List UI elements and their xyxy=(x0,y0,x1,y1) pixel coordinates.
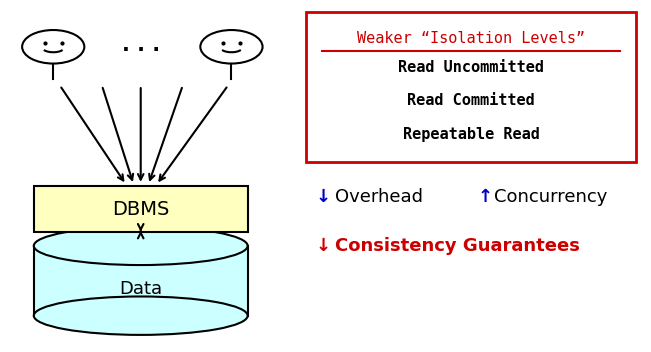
Text: Concurrency: Concurrency xyxy=(494,188,607,206)
Text: Overhead: Overhead xyxy=(335,188,423,206)
Bar xyxy=(306,12,637,162)
Text: ↓: ↓ xyxy=(316,237,331,255)
Ellipse shape xyxy=(34,227,247,265)
Text: DBMS: DBMS xyxy=(112,200,169,219)
Ellipse shape xyxy=(34,296,247,335)
Text: Read Committed: Read Committed xyxy=(408,93,535,108)
Bar xyxy=(34,187,247,232)
Text: Read Uncommitted: Read Uncommitted xyxy=(398,60,544,75)
Text: ↓: ↓ xyxy=(316,188,331,206)
Text: Weaker “Isolation Levels”: Weaker “Isolation Levels” xyxy=(357,31,585,45)
Text: Data: Data xyxy=(119,280,162,298)
Text: . . .: . . . xyxy=(122,35,159,55)
Circle shape xyxy=(201,30,262,64)
Text: Consistency Guarantees: Consistency Guarantees xyxy=(335,237,580,255)
Text: Repeatable Read: Repeatable Read xyxy=(403,127,540,142)
Bar xyxy=(34,246,247,316)
Circle shape xyxy=(22,30,85,64)
Text: ↑: ↑ xyxy=(478,188,493,206)
